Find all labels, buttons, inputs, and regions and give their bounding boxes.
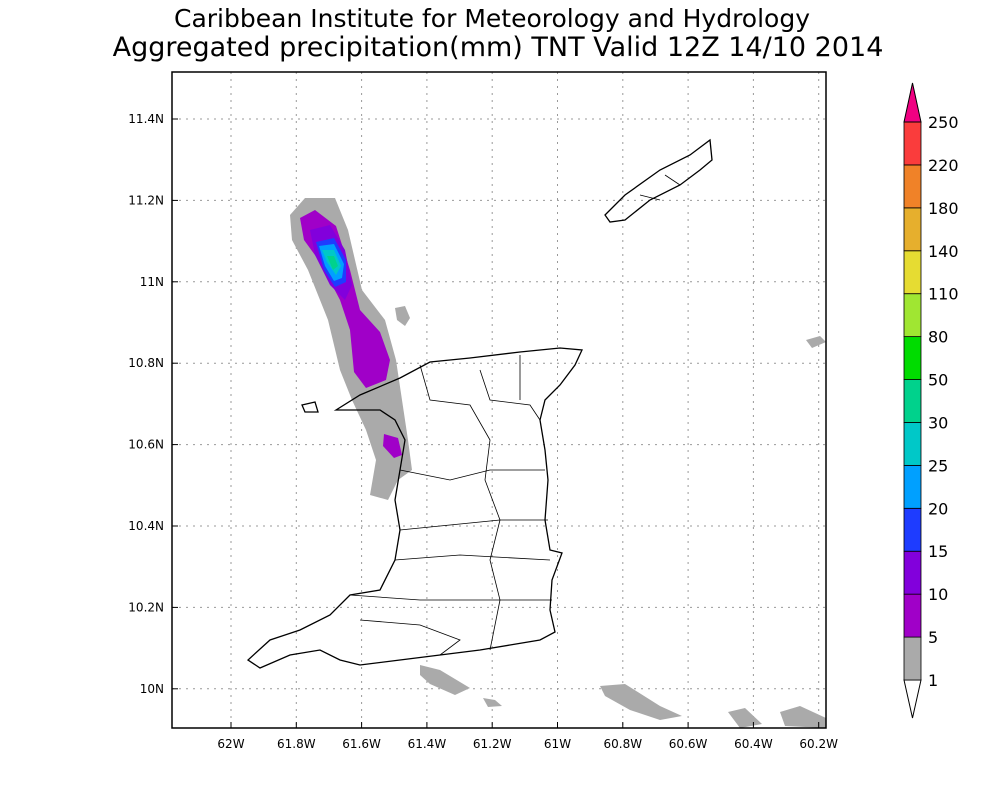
colorbar-label: 110 <box>928 285 959 304</box>
colorbar-segment <box>903 336 922 380</box>
precip-1-5mm <box>806 336 826 348</box>
precip-1-5mm <box>395 306 410 326</box>
precip-1-5mm <box>728 708 762 728</box>
colorbar-segment <box>903 593 922 638</box>
lat-tick-label: 10.8N <box>128 356 164 370</box>
lon-tick-label: 60.6W <box>669 737 708 751</box>
colorbar-segment <box>903 464 922 509</box>
axis-ticks: 62W 61.8W 61.6W 61.4W 61.2W 61W 60.8W 60.6W 60.4… <box>128 112 838 751</box>
lon-tick-label: 61.8W <box>277 737 316 751</box>
map-frame <box>171 71 827 729</box>
colorbar-segment-above-250 <box>903 82 922 123</box>
colorbar-label: 1 <box>928 671 938 690</box>
lat-tick-label: 11.4N <box>128 112 164 126</box>
colorbar-segment <box>903 422 922 466</box>
grid-lines <box>172 72 826 728</box>
title-line1: Caribbean Institute for Meteorology and … <box>174 4 810 33</box>
lon-tick-label: 60.4W <box>734 737 773 751</box>
colorbar-label: 10 <box>928 585 948 604</box>
lat-tick-label: 10N <box>140 682 164 696</box>
precip-1-5mm <box>483 698 502 707</box>
colorbar-segment <box>903 250 922 295</box>
colorbar-label: 15 <box>928 542 948 561</box>
lat-tick-label: 11.2N <box>128 193 164 207</box>
colorbar-label: 220 <box>928 156 959 175</box>
lat-tick-label: 10.6N <box>128 438 164 452</box>
colorbar-label: 50 <box>928 371 948 390</box>
colorbar-label: 180 <box>928 199 959 218</box>
colorbar-label: 20 <box>928 499 948 518</box>
lat-tick-label: 10.4N <box>128 519 164 533</box>
colorbar-label: 80 <box>928 328 948 347</box>
colorbar-label: 5 <box>928 628 938 647</box>
lon-tick-label: 62W <box>217 737 244 751</box>
colorbar-segment-below-1 <box>903 679 922 719</box>
colorbar-segment <box>903 507 922 552</box>
precipitation-shading <box>290 198 826 728</box>
colorbar-segment <box>903 164 922 209</box>
colorbar-segment <box>903 636 922 681</box>
precip-1-5mm <box>600 684 682 720</box>
precip-30-50mm <box>327 256 338 270</box>
land-outlines <box>246 138 713 669</box>
tobago-outline <box>604 138 713 223</box>
lon-tick-label: 61.6W <box>342 737 381 751</box>
colorbar-segment <box>903 550 922 595</box>
precip-1-5mm <box>420 665 470 695</box>
precip-5-10mm <box>383 434 402 458</box>
colorbar-segment <box>903 379 922 423</box>
precip-1-5mm <box>290 198 412 500</box>
lon-tick-label: 61.4W <box>408 737 447 751</box>
lon-tick-label: 60.8W <box>604 737 643 751</box>
colorbar-segment <box>903 121 922 166</box>
colorbar-segment <box>903 207 922 252</box>
lon-tick-label: 60.2W <box>799 737 838 751</box>
trinidad-outline <box>246 347 583 669</box>
lon-tick-label: 61W <box>544 737 571 751</box>
colorbar-label: 25 <box>928 456 948 475</box>
bocas-islands <box>301 401 319 413</box>
lon-tick-label: 61.2W <box>473 737 512 751</box>
lat-tick-label: 10.2N <box>128 600 164 614</box>
colorbar-label: 30 <box>928 413 948 432</box>
colorbar-segment <box>903 293 922 338</box>
title-line2: Aggregated precipitation(mm) TNT Valid 1… <box>113 32 884 63</box>
precip-1-5mm <box>780 706 826 728</box>
colorbar-label: 140 <box>928 242 959 261</box>
colorbar-label: 250 <box>928 113 959 132</box>
county-boundaries <box>349 174 681 656</box>
lat-tick-label: 11N <box>140 275 164 289</box>
